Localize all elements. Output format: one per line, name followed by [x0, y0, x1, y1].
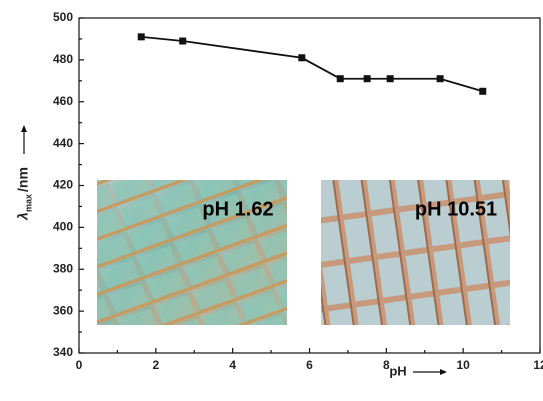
y-tick-label: 400	[53, 220, 73, 234]
x-tick-label: 12	[533, 358, 543, 372]
y-axis-label: λ	[15, 212, 31, 221]
y-tick-label: 440	[53, 136, 73, 150]
y-tick-label: 480	[53, 52, 73, 66]
y-axis-label-sub: max	[23, 194, 33, 212]
y-tick-label: 460	[53, 94, 73, 108]
y-tick-label: 360	[53, 303, 73, 317]
y-arrow-head	[21, 125, 27, 132]
y-axis-label-unit: /nm	[15, 167, 31, 192]
y-tick-label: 340	[53, 345, 73, 359]
x-tick-label: 4	[229, 358, 236, 372]
y-tick-label: 500	[53, 10, 73, 24]
data-point	[179, 37, 187, 45]
inset-label: pH 10.51	[415, 198, 497, 220]
data-point	[479, 87, 487, 95]
data-point	[336, 75, 344, 83]
x-tick-label: 10	[456, 358, 470, 372]
series-line	[141, 35, 484, 93]
inset-left	[97, 180, 287, 325]
x-tick-label: 8	[383, 358, 390, 372]
x-tick-label: 2	[152, 358, 159, 372]
data-point	[298, 54, 306, 62]
y-tick-label: 380	[53, 261, 73, 275]
y-axis-label-group: λ max /nm	[15, 125, 33, 221]
x-tick-label: 6	[306, 358, 313, 372]
data-point	[363, 75, 371, 83]
inset-label: pH 1.62	[202, 198, 273, 220]
data-point	[436, 75, 444, 83]
data-point	[386, 75, 394, 83]
data-point	[137, 33, 145, 41]
x-arrow-head	[440, 369, 447, 375]
x-axis-label: pH	[389, 363, 406, 378]
x-tick-label: 0	[76, 358, 83, 372]
inset-right	[321, 180, 510, 325]
y-tick-label: 420	[53, 178, 73, 192]
